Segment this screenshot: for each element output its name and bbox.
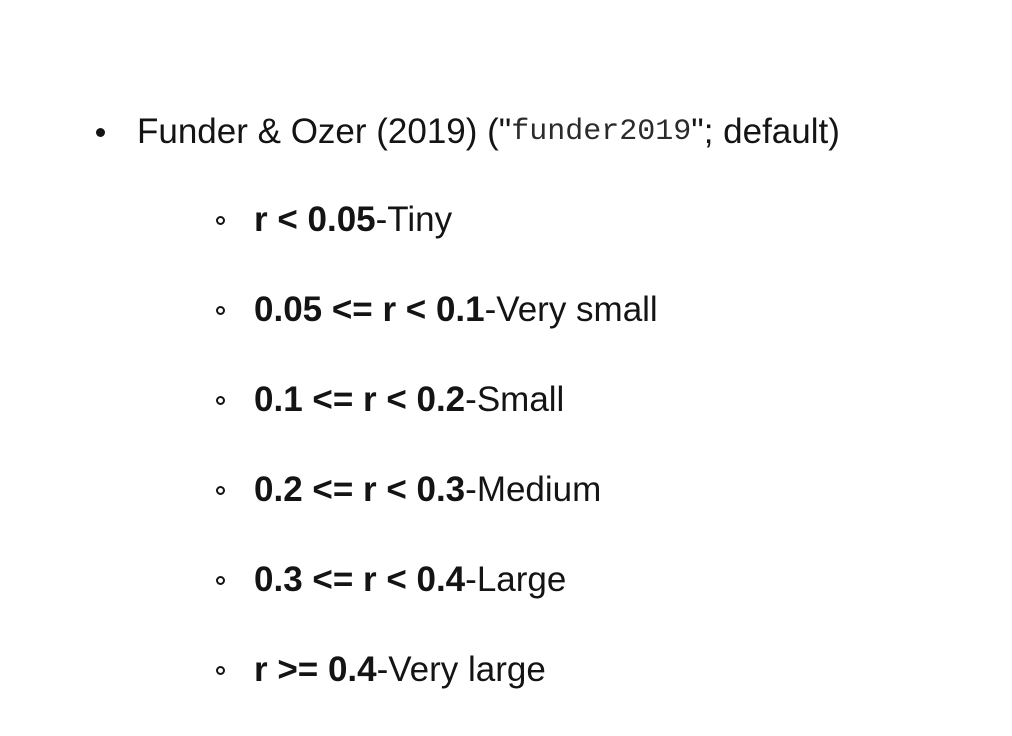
bullet-circle-icon <box>216 395 225 405</box>
threshold-label: Very small <box>496 290 658 329</box>
rule-set-item: Funder & Ozer (2019) (" funder2019 "; defa… <box>96 108 840 156</box>
threshold-label: Large <box>476 560 567 599</box>
threshold-range: 0.05 <= r < 0.1 <box>254 290 485 329</box>
rule-set-text-before: Funder & Ozer (2019) (" <box>137 112 512 151</box>
document-body: Funder & Ozer (2019) (" funder2019 "; defa… <box>96 108 840 689</box>
threshold-separator: - <box>465 470 477 509</box>
threshold-range: r >= 0.4 <box>254 650 377 689</box>
threshold-separator: - <box>465 560 477 599</box>
threshold-range: 0.3 <= r < 0.4 <box>254 560 466 599</box>
bullet-circle-icon <box>216 215 225 225</box>
bullet-circle-icon <box>216 575 225 585</box>
threshold-label: Very large <box>388 650 546 689</box>
threshold-label: Small <box>476 380 565 419</box>
list-item: r < 0.05 - Tiny <box>216 196 658 244</box>
threshold-label: Medium <box>476 470 602 509</box>
list-item: r >= 0.4 - Very large <box>216 646 658 694</box>
threshold-range: 0.1 <= r < 0.2 <box>254 380 466 419</box>
rule-set-code: funder2019 <box>511 115 692 149</box>
rule-set-text-after: "; default) <box>691 112 840 151</box>
threshold-separator: - <box>484 290 497 329</box>
threshold-list: r < 0.05 - Tiny 0.05 <= r < 0.1 - Very s… <box>216 196 658 736</box>
threshold-label: Tiny <box>387 200 453 239</box>
bullet-circle-icon <box>216 485 225 495</box>
bullet-circle-icon <box>216 305 225 315</box>
threshold-separator: - <box>376 650 389 689</box>
threshold-separator: - <box>465 380 477 419</box>
threshold-range: r < 0.05 <box>254 200 376 239</box>
list-item: 0.05 <= r < 0.1 - Very small <box>216 286 658 334</box>
threshold-range: 0.2 <= r < 0.3 <box>254 470 466 509</box>
list-item: 0.1 <= r < 0.2 - Small <box>216 376 658 424</box>
bullet-disc-icon <box>96 127 105 137</box>
list-item: 0.3 <= r < 0.4 - Large <box>216 556 658 604</box>
threshold-separator: - <box>375 200 388 239</box>
bullet-circle-icon <box>216 665 225 675</box>
list-item: 0.2 <= r < 0.3 - Medium <box>216 466 658 514</box>
